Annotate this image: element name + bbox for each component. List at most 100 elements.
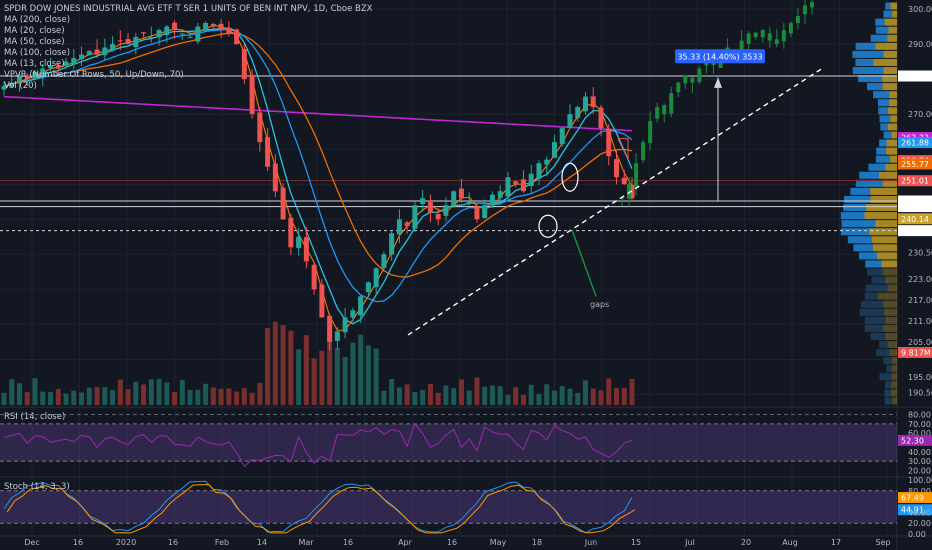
- volume-bar: [172, 391, 178, 405]
- volume-bar: [598, 390, 604, 405]
- volume-bar: [117, 379, 123, 405]
- time-tick-label: 16: [343, 538, 353, 547]
- vpvr-up: [879, 373, 892, 381]
- candle-body: [373, 268, 379, 288]
- vpvr-down: [885, 276, 897, 284]
- price-tag-label: 251.01: [901, 177, 929, 186]
- vpvr-down: [887, 34, 897, 42]
- candle-body: [435, 213, 441, 220]
- vpvr-down: [878, 171, 897, 179]
- legend-vpvr[interactable]: VPVR (Number Of Rows, 50, Up/Down, 70): [4, 70, 184, 80]
- volume-bar: [621, 387, 627, 405]
- vpvr-up: [884, 397, 893, 405]
- candle-body: [443, 205, 449, 216]
- candle-body: [381, 254, 387, 268]
- gap-circle: [538, 214, 558, 238]
- vpvr-up: [855, 42, 876, 50]
- volume-bar: [94, 387, 100, 405]
- vpvr-up: [884, 381, 891, 389]
- volume-bar: [482, 386, 488, 405]
- vpvr-down: [870, 195, 897, 203]
- projection-body: [774, 39, 779, 45]
- vpvr-up: [867, 83, 883, 91]
- volume-bar: [567, 388, 573, 405]
- vpvr-down: [885, 163, 897, 171]
- rsi-pane[interactable]: [0, 414, 897, 468]
- projection-body: [655, 107, 660, 119]
- vpvr-up: [876, 147, 887, 155]
- vpvr-up: [852, 66, 884, 75]
- volume-bar: [365, 345, 371, 405]
- stoch-tick-label: 0.00: [908, 530, 926, 539]
- vpvr-up: [884, 389, 891, 397]
- candle-body: [9, 82, 15, 87]
- time-tick-label: Mar: [298, 538, 314, 547]
- time-axis[interactable]: Dec 16 2020 16 Feb 14 Mar 16 Apr 16 May 18 Jun 15 Jul 2…: [24, 538, 890, 547]
- volume-bar: [582, 380, 588, 405]
- vpvr-down: [883, 50, 897, 58]
- candle-body: [559, 128, 565, 145]
- vpvr-down: [882, 300, 897, 308]
- volume-bar: [187, 389, 193, 405]
- candle-body: [598, 107, 604, 129]
- volume-profile: [840, 2, 897, 405]
- vpvr-up: [858, 252, 877, 260]
- stoch-pane[interactable]: [0, 480, 897, 534]
- candle-body: [412, 205, 418, 229]
- rsi-label[interactable]: RSI (14, close): [4, 412, 66, 422]
- candle-body: [536, 163, 542, 179]
- volume-bar: [210, 387, 216, 405]
- rsi-band: [0, 423, 897, 462]
- candle-body: [590, 96, 596, 108]
- stoch-label[interactable]: Stoch (14, 3, 3): [4, 482, 70, 492]
- candles[interactable]: [1, 19, 635, 350]
- projection-body: [641, 142, 646, 161]
- price-axis[interactable]: 300.00290.00280.88270.00263.33261.88256.…: [898, 5, 932, 539]
- stoch-tag-label: 44.91: [901, 506, 924, 515]
- vpvr-up: [865, 284, 888, 292]
- candle-body: [24, 75, 30, 80]
- volume-bar: [102, 387, 108, 405]
- projection-body: [781, 30, 786, 42]
- projection-body: [697, 68, 702, 82]
- candle-body: [86, 51, 92, 56]
- vpvr-down: [876, 252, 897, 260]
- candle-body: [497, 191, 503, 198]
- vpvr-up: [859, 171, 879, 179]
- candle-body: [288, 217, 294, 248]
- symbol-title[interactable]: SPDR DOW JONES INDUSTRIAL AVG ETF T SER …: [4, 4, 373, 14]
- candle-body: [396, 219, 402, 235]
- legend-ma50[interactable]: MA (50, close): [4, 37, 65, 47]
- drawings[interactable]: 35.33 (14.40%) 3533 gaps: [407, 49, 823, 336]
- legend-ma100[interactable]: MA (100, close): [4, 48, 71, 58]
- legend-ma13[interactable]: MA (13, close): [4, 59, 65, 69]
- stoch-tag: [898, 504, 932, 516]
- price-tick-label: 300.00: [908, 5, 932, 14]
- time-tick-label: 14: [257, 538, 267, 547]
- price-tick-label: 290.00: [908, 40, 932, 49]
- volume-bar: [613, 387, 619, 405]
- candle-body: [272, 163, 278, 192]
- legend-ma200[interactable]: MA (200, close): [4, 15, 71, 25]
- stoch-tick-label: 100.00: [908, 476, 932, 485]
- projection-body: [760, 30, 765, 38]
- price-tag-label: 240.14: [901, 215, 929, 224]
- candle-body: [195, 26, 201, 42]
- candle-body: [148, 37, 154, 39]
- vpvr-down: [882, 75, 897, 83]
- candle-body: [257, 112, 263, 143]
- vpvr-up: [864, 316, 886, 324]
- projection-body: [767, 33, 772, 41]
- volume-bar: [334, 348, 340, 405]
- volume-bar: [288, 330, 294, 405]
- volume-bar: [466, 390, 472, 405]
- candle-body: [234, 29, 240, 45]
- candle-body: [365, 282, 371, 293]
- vpvr-up: [859, 308, 884, 316]
- legend-vol[interactable]: Vol (20): [4, 81, 37, 91]
- legend-ma20[interactable]: MA (20, close): [4, 26, 65, 36]
- projection-body: [746, 33, 751, 44]
- volume-bar: [474, 377, 480, 405]
- volume-bar: [606, 378, 612, 405]
